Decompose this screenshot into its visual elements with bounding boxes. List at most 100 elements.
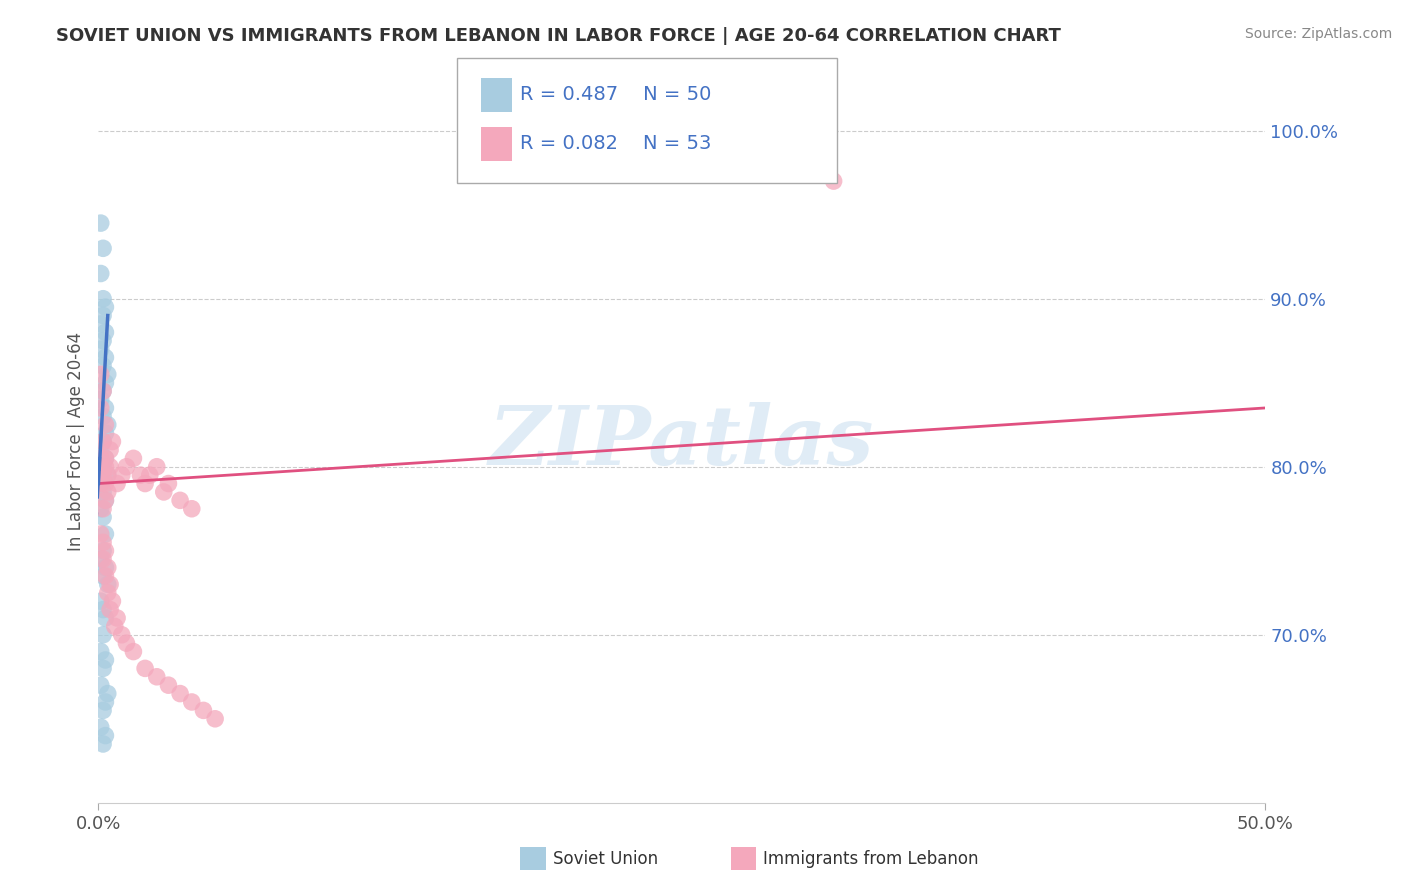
Text: Immigrants from Lebanon: Immigrants from Lebanon <box>763 850 979 868</box>
Point <box>94 451 117 466</box>
Point <box>90 216 112 230</box>
Y-axis label: In Labor Force | Age 20-64: In Labor Force | Age 20-64 <box>66 332 84 551</box>
Point <box>105 611 128 625</box>
Point <box>94 300 117 314</box>
Point <box>146 670 169 684</box>
Point <box>94 527 117 541</box>
Point <box>91 569 114 583</box>
Point <box>91 434 114 449</box>
Point <box>97 560 120 574</box>
Point <box>169 687 191 701</box>
Point <box>193 703 215 717</box>
Point <box>94 401 117 415</box>
Point <box>122 644 145 658</box>
Point <box>91 292 114 306</box>
Point <box>105 476 128 491</box>
Text: SOVIET UNION VS IMMIGRANTS FROM LEBANON IN LABOR FORCE | AGE 20-64 CORRELATION C: SOVIET UNION VS IMMIGRANTS FROM LEBANON … <box>56 27 1062 45</box>
Point <box>94 459 117 474</box>
Point <box>97 687 120 701</box>
Point <box>111 628 134 642</box>
Point <box>157 476 180 491</box>
Point <box>91 468 114 483</box>
Text: R = 0.487    N = 50: R = 0.487 N = 50 <box>520 85 711 104</box>
Point <box>91 241 114 255</box>
Point <box>115 459 138 474</box>
Point <box>97 485 120 500</box>
Point <box>98 577 121 591</box>
Point <box>91 737 114 751</box>
Point <box>91 384 114 398</box>
Point <box>90 527 112 541</box>
Point <box>129 468 152 483</box>
Point <box>97 468 120 483</box>
Point <box>90 476 112 491</box>
Point <box>91 434 114 449</box>
Point <box>180 695 202 709</box>
Point <box>91 661 114 675</box>
Point <box>204 712 226 726</box>
Point <box>97 468 120 483</box>
Point <box>91 384 114 398</box>
Point <box>90 267 112 281</box>
Point <box>91 334 114 348</box>
Point <box>91 543 114 558</box>
Point <box>134 661 156 675</box>
Point <box>134 476 156 491</box>
Point <box>90 368 112 382</box>
Point <box>94 569 117 583</box>
Point <box>94 493 117 508</box>
Point <box>90 442 112 457</box>
Point <box>94 376 117 390</box>
Point <box>90 678 112 692</box>
Point <box>90 594 112 608</box>
Point <box>152 485 174 500</box>
Point <box>94 451 117 466</box>
Point <box>97 417 120 432</box>
Text: ZIPatlas: ZIPatlas <box>489 401 875 482</box>
Point <box>91 359 114 373</box>
Point <box>91 459 114 474</box>
Point <box>94 729 117 743</box>
Point <box>94 560 117 574</box>
Point <box>115 636 138 650</box>
Point <box>101 434 124 449</box>
Point <box>90 401 112 415</box>
Point <box>94 653 117 667</box>
Point <box>90 342 112 356</box>
Point <box>90 317 112 331</box>
Point <box>94 326 117 340</box>
Point <box>91 535 114 549</box>
Point <box>94 351 117 365</box>
Point <box>122 451 145 466</box>
Point <box>91 409 114 424</box>
Point <box>146 459 169 474</box>
Point <box>98 459 121 474</box>
Point <box>169 493 191 508</box>
Point <box>139 468 162 483</box>
Text: Soviet Union: Soviet Union <box>553 850 658 868</box>
Point <box>90 476 112 491</box>
Point <box>94 493 117 508</box>
Point <box>90 451 112 466</box>
Point <box>94 611 117 625</box>
Text: Source: ZipAtlas.com: Source: ZipAtlas.com <box>1244 27 1392 41</box>
Point <box>94 543 117 558</box>
Point <box>94 695 117 709</box>
Point <box>91 552 114 566</box>
Point <box>91 628 114 642</box>
Point <box>90 552 112 566</box>
Point <box>91 703 114 717</box>
Point <box>180 501 202 516</box>
Point <box>91 501 114 516</box>
Point <box>91 309 114 323</box>
Point <box>97 577 120 591</box>
Text: R = 0.082    N = 53: R = 0.082 N = 53 <box>520 134 711 153</box>
Point <box>91 510 114 524</box>
Point <box>98 602 121 616</box>
Point <box>823 174 845 188</box>
Point <box>91 485 114 500</box>
Point <box>91 602 114 616</box>
Point <box>94 426 117 441</box>
Point <box>97 586 120 600</box>
Point <box>157 678 180 692</box>
